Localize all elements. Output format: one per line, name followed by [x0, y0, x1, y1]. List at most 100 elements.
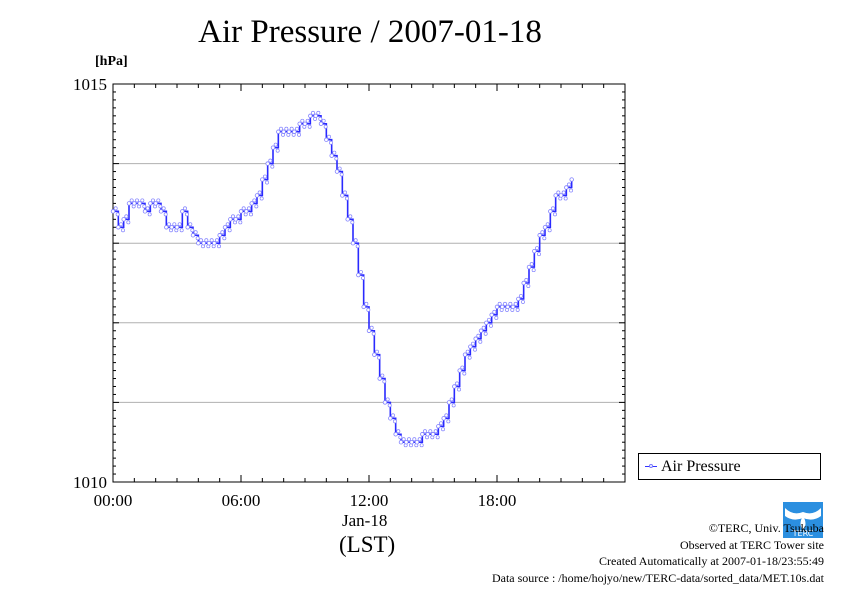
data-point — [471, 341, 475, 346]
data-point — [547, 228, 552, 233]
data-point — [414, 440, 420, 445]
data-point — [113, 206, 118, 211]
data-point — [153, 201, 158, 206]
x-tick-label: 06:00 — [222, 491, 261, 510]
data-point — [268, 158, 273, 163]
data-point — [478, 328, 484, 333]
data-point — [433, 429, 438, 434]
x-tick-label: 00:00 — [94, 491, 133, 510]
data-point — [513, 301, 518, 306]
data-point — [508, 301, 513, 306]
data-point — [409, 440, 414, 445]
data-point — [339, 172, 344, 177]
data-point — [169, 225, 174, 230]
data-point — [473, 347, 477, 352]
data-point — [289, 126, 294, 131]
data-point — [324, 137, 329, 142]
x-tick-label: 18:00 — [478, 491, 517, 510]
data-point — [519, 293, 523, 298]
series-air-pressure — [110, 110, 574, 448]
data-point — [142, 209, 148, 214]
data-point — [398, 435, 403, 440]
data-point — [542, 225, 548, 230]
data-point — [366, 307, 371, 312]
data-point — [441, 416, 446, 421]
data-point — [505, 304, 510, 310]
data-point — [129, 198, 134, 203]
data-point — [476, 333, 481, 338]
data-point — [316, 110, 321, 115]
data-point — [465, 349, 470, 354]
data-point — [430, 432, 436, 437]
data-point — [238, 220, 243, 225]
data-point — [217, 244, 221, 249]
data-point — [401, 437, 406, 442]
data-point — [265, 161, 270, 166]
data-point — [137, 201, 142, 206]
data-point — [377, 355, 381, 360]
data-point — [286, 129, 292, 134]
data-point — [148, 201, 153, 206]
data-point — [115, 212, 120, 217]
data-point — [391, 413, 395, 418]
data-point — [356, 272, 361, 278]
credits-created: Created Automatically at 2007-01-18/23:5… — [599, 554, 824, 568]
data-point — [404, 440, 409, 445]
data-point — [350, 220, 355, 225]
data-point — [147, 212, 152, 217]
data-point — [388, 416, 393, 421]
legend-label: Air Pressure — [661, 458, 741, 475]
data-point — [553, 212, 557, 217]
data-point — [270, 164, 275, 169]
data-point — [220, 230, 225, 235]
data-point — [158, 209, 164, 214]
credits-block: ©TERC, Univ. Tsukuba Observed at TERC To… — [492, 520, 824, 586]
data-point — [273, 142, 278, 147]
data-point — [361, 276, 365, 280]
data-point — [222, 236, 227, 241]
data-point — [398, 440, 404, 445]
data-point — [451, 403, 456, 408]
data-point — [361, 304, 366, 310]
data-point — [172, 222, 177, 227]
data-point — [396, 429, 401, 434]
data-point — [446, 400, 452, 405]
data-point — [263, 174, 267, 179]
data-point — [247, 206, 251, 211]
data-point — [500, 304, 505, 310]
data-point — [183, 206, 187, 211]
data-point — [227, 228, 232, 233]
data-point — [249, 201, 254, 206]
data-point — [126, 201, 132, 206]
data-point — [305, 118, 310, 123]
data-point — [163, 212, 168, 217]
x-axis-date-label: Jan-18 — [342, 511, 388, 530]
data-point — [340, 193, 345, 198]
data-point — [121, 228, 125, 233]
series-line — [113, 115, 573, 443]
data-point — [313, 113, 318, 119]
data-point — [275, 148, 280, 153]
data-point — [497, 301, 502, 306]
data-point — [563, 196, 568, 201]
data-point — [483, 331, 488, 336]
data-point — [348, 214, 353, 219]
data-point — [353, 238, 358, 243]
credits-source: Data source : /home/hojyo/new/TERC-data/… — [491, 570, 824, 585]
data-point — [435, 435, 440, 440]
data-point — [380, 373, 385, 378]
data-point — [260, 177, 265, 182]
data-point — [526, 284, 531, 288]
x-axis-title: (LST) — [339, 532, 396, 557]
data-point — [193, 230, 198, 235]
data-point — [329, 140, 333, 145]
data-point — [457, 387, 461, 392]
data-point — [529, 262, 534, 267]
data-point — [567, 182, 571, 187]
data-point — [297, 132, 301, 137]
data-point — [329, 153, 334, 158]
data-point — [281, 129, 286, 134]
data-point — [481, 325, 486, 330]
data-point — [265, 180, 269, 185]
data-point — [225, 222, 230, 227]
